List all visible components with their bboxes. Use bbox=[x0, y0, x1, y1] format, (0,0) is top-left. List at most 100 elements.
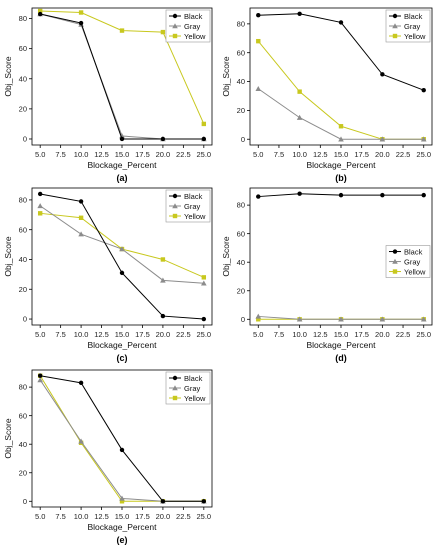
x-tick-label: 5.0 bbox=[35, 512, 45, 521]
x-tick-label: 22.5 bbox=[396, 150, 411, 159]
series-yellow bbox=[256, 38, 426, 142]
x-tick-label: 22.5 bbox=[176, 512, 191, 521]
x-tick-label: 10.0 bbox=[74, 150, 89, 159]
legend-marker-gray bbox=[392, 258, 398, 264]
legend-label-gray: Gray bbox=[184, 384, 201, 393]
data-point-gray bbox=[420, 316, 427, 322]
y-tick-label: 40 bbox=[237, 258, 245, 267]
series-black bbox=[37, 191, 207, 322]
data-point-black bbox=[201, 136, 207, 142]
legend-marker-gray bbox=[172, 203, 178, 209]
data-point-yellow bbox=[256, 317, 261, 322]
x-axis-label: Blockage_Percent bbox=[307, 160, 377, 170]
x-tick-label: 25.0 bbox=[416, 150, 431, 159]
data-point-yellow bbox=[338, 124, 344, 129]
data-point-gray bbox=[420, 136, 427, 142]
data-point-yellow bbox=[201, 275, 207, 280]
x-tick-label: 15.0 bbox=[334, 150, 349, 159]
data-point-black bbox=[338, 192, 344, 198]
data-point-gray bbox=[119, 246, 125, 252]
legend-label-gray: Gray bbox=[404, 257, 421, 266]
legend-marker-yellow bbox=[392, 33, 398, 39]
legend-label-black: Black bbox=[184, 12, 203, 21]
panel-label: (b) bbox=[335, 173, 347, 183]
data-point-yellow bbox=[78, 10, 84, 15]
series-black bbox=[37, 11, 207, 142]
legend-label-yellow: Yellow bbox=[184, 394, 206, 403]
chart-panel-5: 5.0 7.5 10.0 12.5 15.0 17.5 20.0 22.5 25.0 0 20 40 6… bbox=[3, 369, 213, 545]
legend-label-yellow: Yellow bbox=[184, 212, 206, 221]
x-tick-label: 20.0 bbox=[156, 150, 171, 159]
y-axis-label: Obj_Score bbox=[221, 56, 231, 96]
data-point-black bbox=[160, 499, 166, 504]
data-point-gray bbox=[296, 316, 303, 322]
data-point-yellow bbox=[201, 121, 207, 127]
x-tick-label: 20.0 bbox=[375, 330, 390, 339]
y-tick-label: 80 bbox=[19, 196, 27, 205]
y-tick-label: 40 bbox=[19, 255, 27, 264]
panel-label: (c) bbox=[117, 353, 128, 363]
x-tick-label: 20.0 bbox=[156, 330, 171, 339]
x-tick-label: 17.5 bbox=[354, 330, 369, 339]
x-tick-label: 25.0 bbox=[197, 512, 212, 521]
legend-label-yellow: Yellow bbox=[404, 267, 426, 276]
y-tick-label: 20 bbox=[19, 285, 27, 294]
data-point-gray bbox=[296, 114, 303, 120]
data-point-gray bbox=[78, 231, 84, 237]
series-gray bbox=[255, 85, 427, 142]
data-point-black bbox=[421, 192, 426, 198]
data-point-black bbox=[380, 72, 385, 77]
y-tick-label: 0 bbox=[241, 315, 245, 324]
data-point-black bbox=[119, 270, 125, 276]
legend-marker-black bbox=[392, 13, 398, 19]
data-point-yellow bbox=[119, 499, 125, 504]
x-tick-label: 20.0 bbox=[156, 512, 171, 521]
data-point-black bbox=[160, 313, 166, 319]
x-axis-label: Blockage_Percent bbox=[88, 160, 158, 170]
x-tick-label: 12.5 bbox=[313, 150, 328, 159]
x-tick-label: 7.5 bbox=[274, 330, 284, 339]
data-point-yellow bbox=[37, 211, 43, 216]
x-tick-label: 7.5 bbox=[55, 330, 65, 339]
data-point-yellow bbox=[256, 38, 261, 44]
data-point-black bbox=[37, 191, 43, 197]
x-tick-label: 10.0 bbox=[292, 330, 307, 339]
x-tick-label: 20.0 bbox=[375, 150, 390, 159]
x-tick-label: 15.0 bbox=[115, 330, 130, 339]
y-tick-label: 20 bbox=[19, 468, 27, 477]
legend-marker-black bbox=[172, 375, 178, 381]
y-tick-label: 60 bbox=[19, 225, 27, 234]
panel-label: (e) bbox=[117, 535, 128, 545]
legend-label-black: Black bbox=[404, 247, 423, 256]
y-tick-label: 80 bbox=[237, 201, 245, 210]
x-tick-label: 10.0 bbox=[74, 512, 89, 521]
legend-label-yellow: Yellow bbox=[184, 32, 206, 41]
x-tick-label: 5.0 bbox=[253, 330, 263, 339]
data-point-black bbox=[256, 194, 261, 199]
legend-label-gray: Gray bbox=[404, 22, 421, 31]
x-axis-label: Blockage_Percent bbox=[88, 340, 158, 350]
data-point-gray bbox=[160, 277, 166, 283]
data-point-gray bbox=[255, 85, 262, 91]
y-tick-label: 0 bbox=[23, 135, 27, 144]
data-point-black bbox=[297, 11, 302, 16]
data-point-black bbox=[297, 191, 302, 196]
chart-panel-3: 5.0 7.5 10.0 12.5 15.0 17.5 20.0 22.5 25.0 0 20 40 6… bbox=[3, 187, 213, 363]
y-tick-label: 60 bbox=[19, 44, 27, 53]
legend-label-black: Black bbox=[184, 374, 203, 383]
x-axis-label: Blockage_Percent bbox=[88, 522, 158, 532]
data-point-black bbox=[338, 20, 344, 25]
y-tick-label: 40 bbox=[19, 74, 27, 83]
legend-marker-yellow bbox=[392, 269, 398, 274]
x-tick-label: 10.0 bbox=[74, 330, 89, 339]
y-tick-label: 80 bbox=[19, 383, 27, 392]
x-tick-label: 22.5 bbox=[396, 330, 411, 339]
data-point-black bbox=[78, 380, 84, 386]
x-tick-label: 15.0 bbox=[115, 512, 130, 521]
data-point-gray bbox=[338, 136, 344, 142]
legend-marker-gray bbox=[172, 385, 178, 391]
